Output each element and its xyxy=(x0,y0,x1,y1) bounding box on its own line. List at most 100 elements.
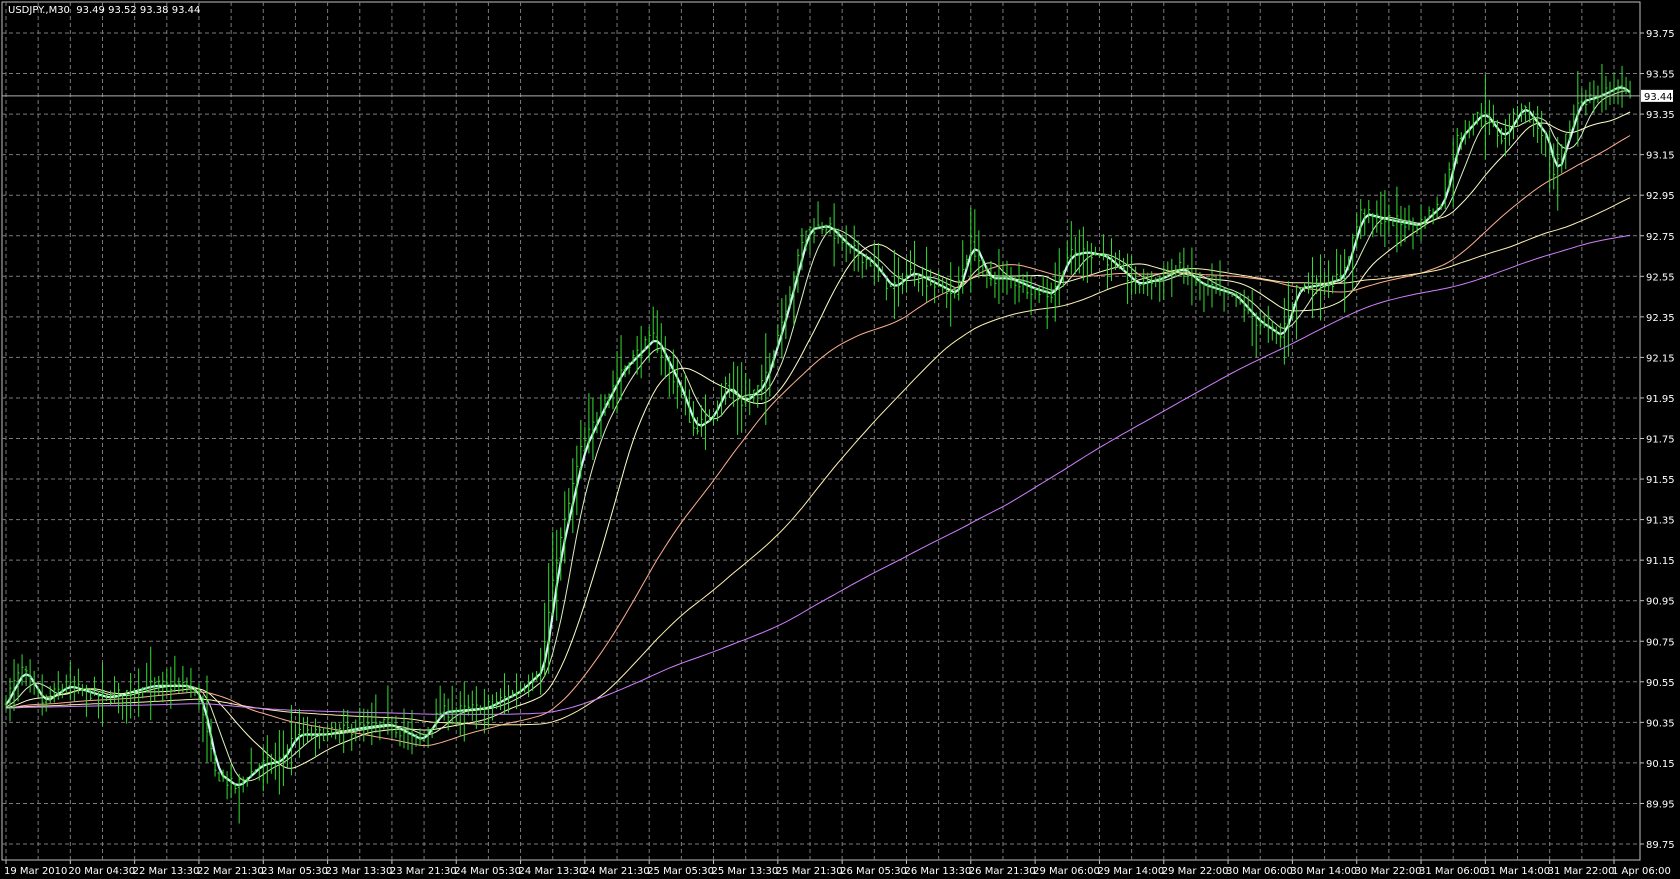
grid xyxy=(2,2,1640,860)
ohlc-bar xyxy=(1612,72,1616,104)
ohlc-bar xyxy=(241,776,245,793)
ohlc-bar xyxy=(1560,144,1564,174)
ohlc-bar xyxy=(1057,248,1061,306)
ohlc-bar xyxy=(1254,312,1258,358)
ohlc-bar xyxy=(1343,249,1347,313)
ohlc-bar xyxy=(880,266,884,274)
ohlc-bar xyxy=(1383,190,1387,248)
price-axis[interactable]: 93.75 93.55 93.35 93.15 92.95 92.75 92.55 92.35… xyxy=(1640,29,1675,851)
ohlc-bar xyxy=(1592,80,1596,114)
ohlc-bar xyxy=(949,262,953,327)
ohlc-bar xyxy=(824,224,828,236)
ohlc-bar xyxy=(631,350,635,365)
ohlc-bar xyxy=(318,725,322,749)
ohlc-bar xyxy=(957,266,961,301)
ohlc-bar xyxy=(848,243,852,254)
ohlc-bar xyxy=(378,720,382,741)
y-tick-label: 93.75 xyxy=(1646,29,1675,40)
ohlc-bar xyxy=(1162,265,1166,300)
ohlc-bar xyxy=(1210,263,1214,308)
ohlc-bar xyxy=(48,685,52,704)
ohlc-bar xyxy=(1427,206,1431,219)
ohlc-bar xyxy=(494,692,498,709)
ohlc-bar xyxy=(655,310,659,354)
ohlc-bar xyxy=(977,230,981,279)
ohlc-bar xyxy=(1379,191,1383,237)
ohlc-bar xyxy=(265,735,269,784)
ohlc-bar xyxy=(1274,326,1278,345)
ohlc-bar xyxy=(201,695,205,743)
x-tick-label: 31 Mar 22:00 xyxy=(1548,866,1615,877)
ohlc-bar xyxy=(989,260,993,287)
x-tick-label: 26 Mar 21:30 xyxy=(969,866,1036,877)
ohlc-bar xyxy=(1045,278,1049,330)
ohlc-bar xyxy=(245,776,249,787)
ohlc-bar xyxy=(864,253,868,270)
x-tick-label: 30 Mar 22:00 xyxy=(1355,866,1422,877)
ohlc-bar xyxy=(716,400,720,422)
ohlc-bar xyxy=(64,674,68,694)
ohlc-bar xyxy=(197,684,201,710)
ohlc-bar xyxy=(502,673,506,715)
ohlc-bar xyxy=(531,672,535,691)
ohlc-bar xyxy=(1270,320,1274,341)
ohlc-bar xyxy=(687,389,691,423)
ohlc-bar xyxy=(422,733,426,742)
ohlc-bar xyxy=(1122,257,1126,271)
ohlc-bar xyxy=(953,286,957,299)
ohlc-bar xyxy=(1447,162,1451,192)
ohlc-bar xyxy=(860,253,864,279)
ohlc-bar xyxy=(281,730,285,787)
ohlc-bar xyxy=(269,753,273,774)
ohlc-bar xyxy=(1194,268,1198,287)
ohlc-bar xyxy=(454,707,458,725)
ohlc-bar xyxy=(611,370,615,410)
ohlc-bar xyxy=(289,704,293,776)
ohlc-bar xyxy=(933,280,937,304)
ohlc-bar xyxy=(330,722,334,738)
ohlc-bar xyxy=(157,675,161,695)
ohlc-bar xyxy=(109,690,113,705)
ohlc-bar xyxy=(619,335,623,401)
ohlc-bar xyxy=(1584,89,1588,116)
y-tick-label: 91.35 xyxy=(1646,516,1675,527)
ohlc-bar xyxy=(1061,270,1065,287)
ohlc-bar xyxy=(965,254,969,270)
ohlc-bar xyxy=(904,258,908,292)
y-tick-label: 92.75 xyxy=(1646,232,1675,243)
ohlc-bar xyxy=(1363,208,1367,236)
ohlc-bar xyxy=(1138,283,1142,294)
ohlc-bar xyxy=(913,240,917,287)
ohlc-bar xyxy=(1182,247,1186,284)
ohlc-bar xyxy=(812,218,816,244)
ohlc-bar xyxy=(1306,272,1310,294)
ohlc-bar xyxy=(868,256,872,267)
x-tick-label: 26 Mar 13:30 xyxy=(904,866,971,877)
x-tick-label: 29 Mar 22:00 xyxy=(1162,866,1229,877)
ohlc-bar xyxy=(1391,218,1395,227)
ohlc-bar xyxy=(125,690,129,724)
ohlc-bar xyxy=(675,359,679,409)
ohlc-bar xyxy=(1399,205,1403,247)
ohlc-bar xyxy=(539,647,543,695)
y-tick-label: 90.75 xyxy=(1646,637,1675,648)
ohlc-bar xyxy=(1134,266,1138,295)
ohlc-bar xyxy=(535,670,539,681)
ohlc-bar xyxy=(1540,110,1544,154)
ohlc-bar xyxy=(1355,213,1359,248)
ohlc-bar xyxy=(185,677,189,694)
ohlc-bar xyxy=(937,270,941,288)
x-tick-label: 25 Mar 21:30 xyxy=(776,866,843,877)
moving-average-8 xyxy=(5,90,1631,782)
x-tick-label: 31 Mar 06:00 xyxy=(1419,866,1486,877)
ohlc-bar xyxy=(627,362,631,375)
x-tick-label: 1 Apr 06:00 xyxy=(1612,866,1671,877)
ohlc-bar xyxy=(153,677,157,702)
ohlc-bar xyxy=(434,698,438,730)
ohlc-bar xyxy=(1242,289,1246,322)
y-tick-label: 92.15 xyxy=(1646,353,1675,364)
ohlc-bar xyxy=(1093,246,1097,256)
chart-title: USDJPY.,M30 93.49 93.52 93.38 93.44 xyxy=(8,5,200,16)
